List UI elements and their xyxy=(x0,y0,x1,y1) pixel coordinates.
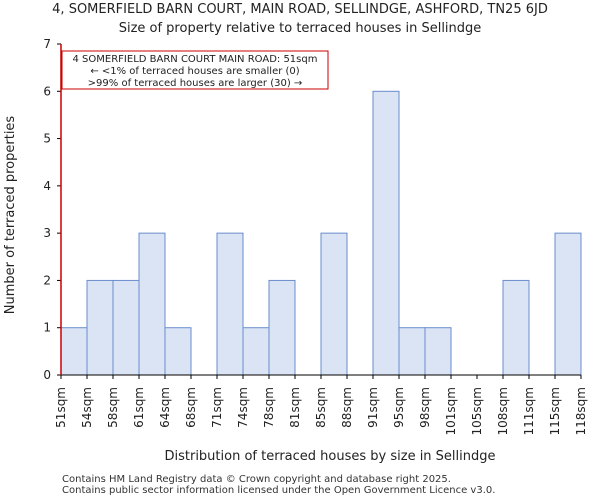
x-tick-label-51sqm: 51sqm xyxy=(54,387,68,428)
bar-91sqm xyxy=(372,90,400,376)
y-tick-label-5: 5 xyxy=(43,132,51,146)
bar-98sqm xyxy=(424,327,452,376)
chart-title: 4, SOMERFIELD BARN COURT, MAIN ROAD, SEL… xyxy=(52,2,548,17)
bar-71sqm xyxy=(216,232,244,376)
x-tick-label-95sqm: 95sqm xyxy=(392,387,406,428)
annotation-layer: 4 SOMERFIELD BARN COURT MAIN ROAD: 51sqm… xyxy=(61,50,329,90)
footer-line-1: Contains HM Land Registry data © Crown c… xyxy=(62,474,451,485)
y-tick-label-2: 2 xyxy=(43,273,51,287)
x-tick-label-64sqm: 64sqm xyxy=(158,387,172,428)
x-tick-label-81sqm: 81sqm xyxy=(288,387,302,428)
bar-115sqm xyxy=(554,232,582,376)
annotation-line-3: >99% of terraced houses are larger (30) … xyxy=(88,78,303,89)
x-tick-label-111sqm: 111sqm xyxy=(522,387,536,435)
bar-85sqm xyxy=(320,232,348,376)
x-tick-label-74sqm: 74sqm xyxy=(236,387,250,428)
chart-subtitle: Size of property relative to terraced ho… xyxy=(118,21,482,36)
axes-layer: 0 1 2 3 4 5 6 7 51sqm 54sqm 58sqm 61sqm 64sqm 68sqm 71… xyxy=(43,37,588,435)
y-tick-label-3: 3 xyxy=(43,226,51,240)
x-tick-label-71sqm: 71sqm xyxy=(210,387,224,428)
x-tick-label-91sqm: 91sqm xyxy=(366,387,380,428)
y-tick-label-0: 0 xyxy=(43,368,51,382)
x-tick-label-101sqm: 101sqm xyxy=(444,387,458,435)
x-tick-label-115sqm: 115sqm xyxy=(548,387,562,435)
y-axis-label: Number of terraced properties xyxy=(3,116,18,315)
x-tick-label-105sqm: 105sqm xyxy=(470,387,484,435)
bar-74sqm xyxy=(242,327,270,376)
x-tick-label-108sqm: 108sqm xyxy=(496,387,510,435)
bar-54sqm xyxy=(86,279,114,376)
y-tick-label-6: 6 xyxy=(43,84,51,98)
footer-line-2: Contains public sector information licen… xyxy=(62,485,496,496)
y-tick-label-1: 1 xyxy=(43,321,51,335)
annotation-line-1: 4 SOMERFIELD BARN COURT MAIN ROAD: 51sqm xyxy=(73,54,318,65)
x-tick-label-54sqm: 54sqm xyxy=(80,387,94,428)
annotation-box xyxy=(61,50,329,90)
x-tick-label-85sqm: 85sqm xyxy=(314,387,328,428)
bar-64sqm xyxy=(164,327,192,376)
x-tick-label-61sqm: 61sqm xyxy=(132,387,146,428)
y-tick-label-4: 4 xyxy=(43,179,51,193)
y-tick-label-7: 7 xyxy=(43,37,51,51)
annotation-line-2: ← <1% of terraced houses are smaller (0) xyxy=(90,66,299,77)
x-tick-label-98sqm: 98sqm xyxy=(418,387,432,428)
x-axis-label: Distribution of terraced houses by size … xyxy=(164,449,495,464)
bar-61sqm xyxy=(138,232,166,376)
bar-78sqm xyxy=(268,279,296,376)
x-tick-label-58sqm: 58sqm xyxy=(106,387,120,428)
bars-layer xyxy=(60,90,582,376)
bar-108sqm xyxy=(502,279,530,376)
x-tick-label-88sqm: 88sqm xyxy=(340,387,354,428)
x-tick-label-118sqm: 118sqm xyxy=(574,387,588,435)
x-tick-label-78sqm: 78sqm xyxy=(262,387,276,428)
bar-58sqm xyxy=(112,279,140,376)
bar-51sqm xyxy=(60,327,88,376)
x-tick-label-68sqm: 68sqm xyxy=(184,387,198,428)
bar-95sqm xyxy=(398,327,426,376)
